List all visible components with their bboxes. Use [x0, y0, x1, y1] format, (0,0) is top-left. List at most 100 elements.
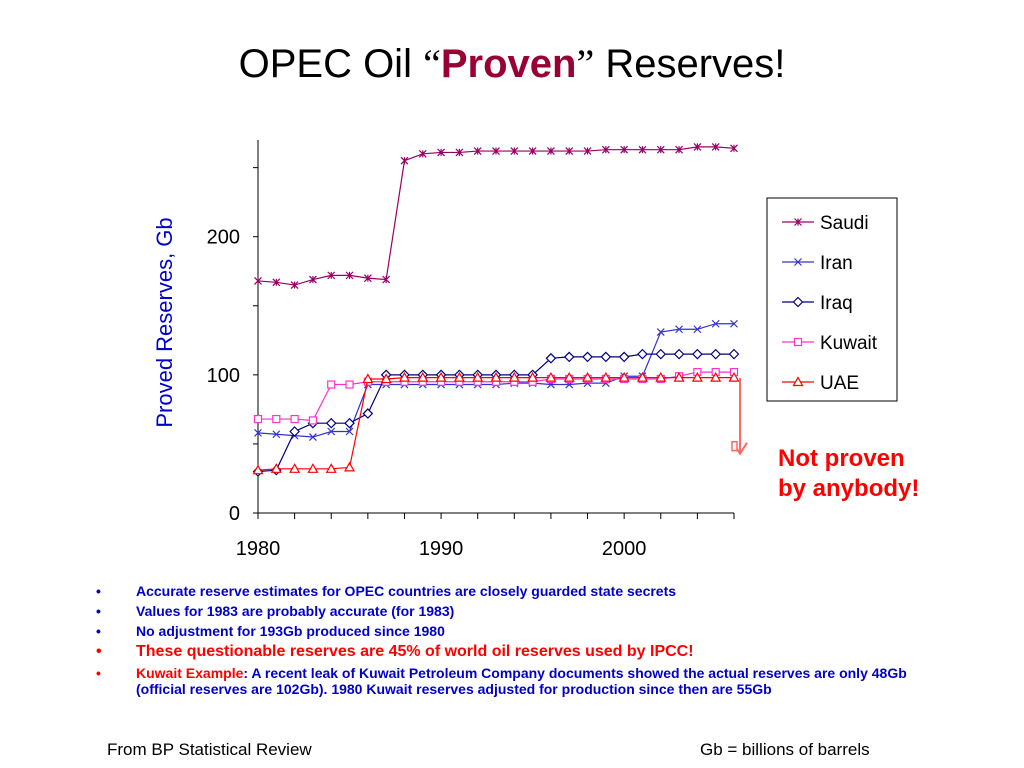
point-saudi	[254, 276, 262, 285]
bullet-text: No adjustment for 193Gb produced since 1…	[136, 623, 445, 639]
legend-item-iran: Iran	[782, 253, 853, 274]
point-saudi	[455, 148, 464, 157]
point-uae	[618, 371, 630, 382]
point-uae	[508, 371, 520, 382]
point-saudi	[656, 145, 665, 154]
series-uae	[252, 371, 740, 475]
point-uae	[252, 464, 264, 475]
point-saudi	[382, 275, 391, 284]
title-prefix: OPEC Oil	[238, 42, 424, 86]
point-kuwait	[253, 414, 263, 424]
point-saudi	[473, 147, 482, 155]
point-iran	[711, 319, 720, 328]
legend-box	[766, 197, 898, 402]
point-uae	[362, 373, 374, 384]
point-uae	[636, 371, 648, 382]
leaked-value-marker	[731, 440, 738, 452]
point-uae	[398, 371, 410, 382]
point-saudi	[528, 147, 537, 155]
point-iraq	[673, 348, 685, 360]
point-saudi	[583, 147, 592, 155]
bullet-text: Values for 1983 are probably accurate (f…	[136, 603, 455, 619]
point-saudi	[327, 271, 336, 280]
point-uae	[710, 371, 722, 382]
legend-label: Iraq	[820, 293, 853, 314]
bullet-item: • Accurate reserve estimates for OPEC cou…	[96, 583, 916, 599]
bullet-text: Accurate reserve estimates for OPEC coun…	[136, 583, 677, 599]
y-tick-label: 0	[229, 503, 240, 525]
point-uae	[582, 371, 594, 382]
note-line-2: by anybody!	[778, 475, 920, 502]
point-uae	[307, 463, 319, 473]
point-uae	[545, 371, 557, 382]
legend-item-uae: UAE	[782, 373, 859, 394]
point-uae	[435, 371, 447, 382]
x-tick-label: 2000	[602, 538, 647, 560]
point-saudi	[711, 142, 720, 151]
point-kuwait	[345, 380, 354, 389]
point-uae	[380, 373, 392, 384]
point-kuwait	[308, 416, 318, 425]
point-iran	[656, 328, 665, 336]
note-line-1: Not proven	[778, 445, 905, 472]
x-tick-label: 1980	[236, 538, 281, 560]
point-saudi	[400, 156, 409, 165]
point-iraq	[325, 417, 337, 429]
bullet-list: • Accurate reserve estimates for OPEC cou…	[96, 583, 916, 701]
point-saudi	[492, 147, 500, 155]
title-emphasis: Proven	[440, 42, 577, 86]
y-tick-label: 100	[207, 365, 240, 387]
point-iran	[693, 325, 702, 334]
point-iraq	[637, 348, 648, 360]
unit-footer: Gb = billions of barrels	[700, 740, 870, 759]
point-saudi	[693, 142, 702, 151]
point-saudi	[418, 149, 427, 158]
legend-item-saudi: Saudi	[782, 213, 869, 234]
point-uae	[417, 371, 429, 382]
point-iran	[308, 433, 317, 441]
point-uae	[289, 463, 301, 473]
point-iraq	[710, 348, 722, 360]
point-iran	[272, 430, 281, 439]
bullet-glyph: •	[96, 643, 102, 660]
point-iraq	[563, 351, 575, 363]
point-saudi	[363, 274, 372, 283]
x-tick-label: 1990	[419, 538, 464, 560]
bullet-text: : A recent leak of Kuwait Petroleum Comp…	[136, 665, 907, 697]
point-saudi	[601, 145, 610, 154]
point-uae	[728, 371, 740, 382]
slide-title: OPEC Oil “Proven” Reserves!	[0, 40, 1024, 87]
point-uae	[453, 371, 465, 382]
point-saudi	[345, 271, 354, 280]
bullet-item: • These questionable reserves are 45% of …	[96, 643, 916, 661]
point-iraq	[600, 351, 612, 363]
bullet-item: • Values for 1983 are probably accurate (…	[96, 603, 916, 619]
point-uae	[270, 463, 282, 473]
point-saudi	[675, 145, 684, 154]
point-iran	[675, 325, 684, 334]
bullet-text: These questionable reserves are 45% of w…	[136, 643, 694, 660]
point-uae	[673, 371, 685, 382]
point-uae	[563, 371, 575, 382]
reserves-chart: 0 100 200 1980 1990 2000 Proved Reserves, Gb Sa…	[152, 140, 898, 560]
bullet-item: • Kuwait Example: A recent leak of Kuwait…	[96, 665, 916, 697]
point-uae	[655, 371, 667, 382]
bullet-glyph: •	[96, 623, 101, 639]
point-iraq	[545, 352, 557, 364]
point-saudi	[638, 145, 647, 154]
legend: Saudi Iran Iraq Kuwait UAE	[766, 197, 898, 402]
point-iran	[327, 427, 336, 436]
bullet-glyph: •	[96, 603, 101, 619]
legend-swatch-marker	[793, 337, 803, 347]
point-kuwait	[272, 414, 281, 424]
title-suffix: Reserves!	[594, 42, 786, 86]
point-saudi	[730, 144, 738, 153]
point-uae	[472, 371, 484, 382]
legend-label: Iran	[820, 253, 853, 274]
point-saudi	[620, 145, 629, 154]
point-iraq	[728, 348, 740, 360]
point-uae	[527, 371, 539, 382]
point-iraq	[618, 351, 630, 363]
legend-swatch-marker	[792, 376, 804, 387]
bullet-glyph: •	[96, 665, 101, 681]
